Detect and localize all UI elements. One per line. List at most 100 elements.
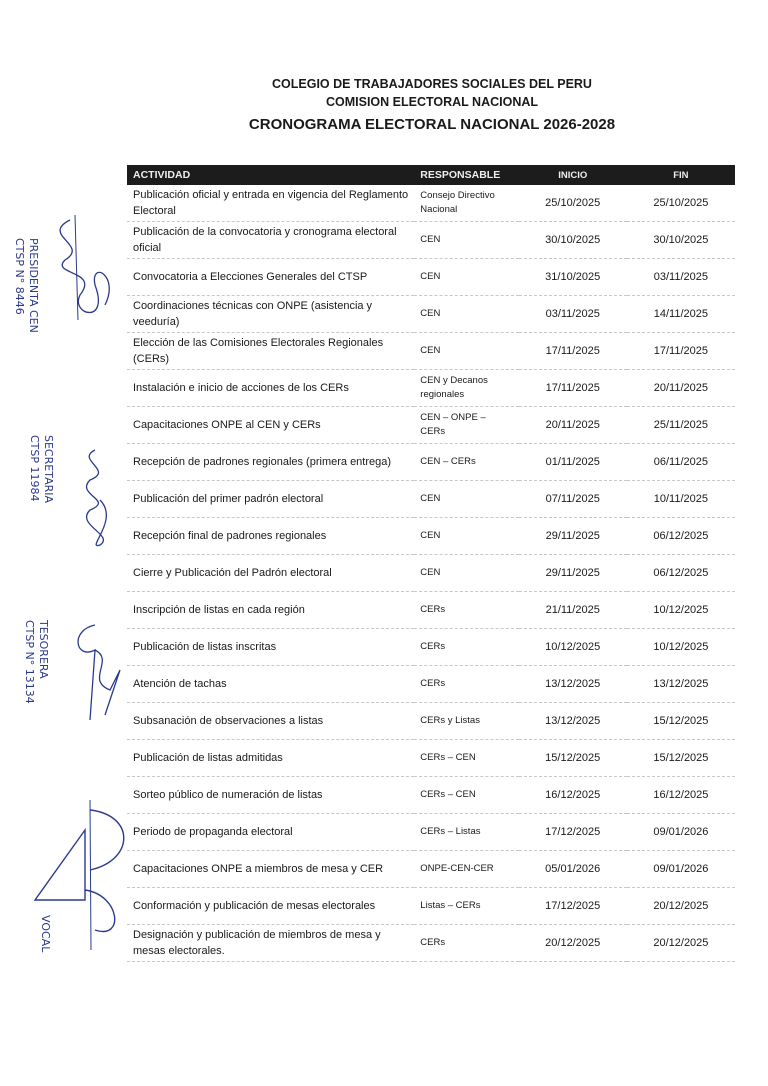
activity-cell: Recepción final de padrones regionales xyxy=(127,517,415,555)
activity-cell: Publicación de la convocatoria y cronogr… xyxy=(127,221,415,259)
activity-cell: Publicación del primer padrón electoral xyxy=(127,480,415,518)
activity-cell: Elección de las Comisiones Electorales R… xyxy=(127,332,415,370)
table-row: Capacitaciones ONPE al CEN y CERs CEN – O… xyxy=(127,406,735,444)
signature-label-secretaria: SECRETARIA CTSP 11984 xyxy=(28,435,55,504)
start-date-cell: 20/11/2025 xyxy=(518,406,627,444)
start-date-cell: 10/12/2025 xyxy=(518,628,627,666)
institution-name: COLEGIO DE TRABAJADORES SOCIALES DEL PER… xyxy=(272,77,592,91)
table-row: Publicación de listas admitidas CERs – CE… xyxy=(127,739,735,777)
end-date-cell: 06/12/2025 xyxy=(626,554,735,592)
end-date-cell: 10/11/2025 xyxy=(626,480,735,518)
end-date-cell: 17/11/2025 xyxy=(626,332,735,370)
col-fin: FIN xyxy=(673,169,689,181)
table-row: Elección de las Comisiones Electorales R… xyxy=(127,332,735,370)
responsible-cell: CEN xyxy=(414,480,519,518)
document-title: CRONOGRAMA ELECTORAL NACIONAL 2026-2028 xyxy=(248,116,616,133)
table-row: Conformación y publicación de mesas elec… xyxy=(127,887,735,925)
commission-name: COMISION ELECTORAL NACIONAL xyxy=(325,95,539,109)
end-date-cell: 15/12/2025 xyxy=(626,702,735,740)
col-inicio: INICIO xyxy=(558,169,588,181)
end-date-cell: 16/12/2025 xyxy=(626,776,735,814)
activity-cell: Capacitaciones ONPE al CEN y CERs xyxy=(127,406,415,444)
signature-label-vocal: VOCAL xyxy=(39,915,52,953)
col-responsable: RESPONSABLE xyxy=(420,169,501,181)
responsible-cell: Consejo Directivo Nacional xyxy=(414,185,519,222)
activity-cell: Inscripción de listas en cada región xyxy=(127,591,415,629)
end-date-cell: 20/11/2025 xyxy=(626,369,735,407)
signature-label-tesorera: TESORERA CTSP N° 13134 xyxy=(23,620,50,704)
end-date-cell: 03/11/2025 xyxy=(626,258,735,296)
start-date-cell: 01/11/2025 xyxy=(518,443,627,481)
activity-cell: Sorteo público de numeración de listas xyxy=(127,776,415,814)
start-date-cell: 29/11/2025 xyxy=(518,554,627,592)
table-header: ACTIVIDAD RESPONSABLE INICIO FIN xyxy=(127,165,735,185)
responsible-cell: CERs xyxy=(414,924,519,962)
end-date-cell: 06/12/2025 xyxy=(626,517,735,555)
start-date-cell: 30/10/2025 xyxy=(518,221,627,259)
start-date-cell: 29/11/2025 xyxy=(518,517,627,555)
responsible-cell: CEN – CERs xyxy=(414,443,519,481)
start-date-cell: 21/11/2025 xyxy=(518,591,627,629)
end-date-cell: 10/12/2025 xyxy=(626,628,735,666)
table-row: Recepción final de padrones regionales CE… xyxy=(127,517,735,555)
table-row: Publicación de listas inscritas CERs 10/12… xyxy=(127,628,735,666)
end-date-cell: 30/10/2025 xyxy=(626,221,735,259)
activity-cell: Cierre y Publicación del Padrón electora… xyxy=(127,554,415,592)
responsible-cell: CEN y Decanos regionales xyxy=(414,369,519,407)
activity-cell: Convocatoria a Elecciones Generales del … xyxy=(127,258,415,296)
end-date-cell: 15/12/2025 xyxy=(626,739,735,777)
start-date-cell: 07/11/2025 xyxy=(518,480,627,518)
table-row: Coordinaciones técnicas con ONPE (asiste… xyxy=(127,295,735,333)
start-date-cell: 17/11/2025 xyxy=(518,369,627,407)
start-date-cell: 05/01/2026 xyxy=(518,850,627,888)
signature-secretaria xyxy=(85,449,107,547)
table-row: Subsanación de observaciones a listas CER… xyxy=(127,702,735,740)
end-date-cell: 14/11/2025 xyxy=(626,295,735,333)
end-date-cell: 09/01/2026 xyxy=(626,850,735,888)
end-date-cell: 25/11/2025 xyxy=(626,406,735,444)
activity-cell: Conformación y publicación de mesas elec… xyxy=(127,887,415,925)
activity-cell: Recepción de padrones regionales (primer… xyxy=(127,443,415,481)
table-row: Designación y publicación de miembros de… xyxy=(127,924,735,962)
start-date-cell: 20/12/2025 xyxy=(518,924,627,962)
activity-cell: Coordinaciones técnicas con ONPE (asiste… xyxy=(127,295,415,333)
activity-cell: Publicación de listas inscritas xyxy=(127,628,415,666)
responsible-cell: Listas – CERs xyxy=(414,887,519,925)
responsible-cell: CEN xyxy=(414,258,519,296)
signature-label-presidenta: PRESIDENTA CEN CTSP N° 8446 xyxy=(13,238,40,333)
activity-cell: Designación y publicación de miembros de… xyxy=(127,924,415,962)
table-row: Recepción de padrones regionales (primer… xyxy=(127,443,735,481)
table-row: Sorteo público de numeración de listas CE… xyxy=(127,776,735,814)
table-row: Capacitaciones ONPE a miembros de mesa y… xyxy=(127,850,735,888)
table-row: Inscripción de listas en cada región CERs… xyxy=(127,591,735,629)
activity-cell: Publicación oficial y entrada en vigenci… xyxy=(127,185,415,222)
activity-cell: Publicación de listas admitidas xyxy=(127,739,415,777)
table-row: Publicación oficial y entrada en vigenci… xyxy=(127,185,735,222)
end-date-cell: 13/12/2025 xyxy=(626,665,735,703)
start-date-cell: 25/10/2025 xyxy=(518,185,627,222)
start-date-cell: 13/12/2025 xyxy=(518,665,627,703)
signature-presidenta xyxy=(59,214,110,321)
responsible-cell: CERs y Listas xyxy=(414,702,519,740)
schedule-table: ACTIVIDAD RESPONSABLE INICIO FIN Publica… xyxy=(127,165,735,962)
end-date-cell: 06/11/2025 xyxy=(626,443,735,481)
responsible-cell: CEN xyxy=(414,332,519,370)
start-date-cell: 13/12/2025 xyxy=(518,702,627,740)
end-date-cell: 20/12/2025 xyxy=(626,924,735,962)
start-date-cell: 15/12/2025 xyxy=(518,739,627,777)
responsible-cell: CEN – ONPE – CERs xyxy=(414,406,519,444)
activity-cell: Atención de tachas xyxy=(127,665,415,703)
table-row: Publicación de la convocatoria y cronogr… xyxy=(127,221,735,259)
table-row: Cierre y Publicación del Padrón electora… xyxy=(127,554,735,592)
start-date-cell: 31/10/2025 xyxy=(518,258,627,296)
activity-cell: Instalación e inicio de acciones de los … xyxy=(127,369,415,407)
start-date-cell: 17/12/2025 xyxy=(518,887,627,925)
end-date-cell: 25/10/2025 xyxy=(626,185,735,222)
activity-cell: Periodo de propaganda electoral xyxy=(127,813,415,851)
col-actividad: ACTIVIDAD xyxy=(133,169,191,181)
activity-cell: Capacitaciones ONPE a miembros de mesa y… xyxy=(127,850,415,888)
start-date-cell: 03/11/2025 xyxy=(518,295,627,333)
end-date-cell: 20/12/2025 xyxy=(626,887,735,925)
responsible-cell: CERs xyxy=(414,628,519,666)
responsible-cell: CERs – CEN xyxy=(414,739,519,777)
